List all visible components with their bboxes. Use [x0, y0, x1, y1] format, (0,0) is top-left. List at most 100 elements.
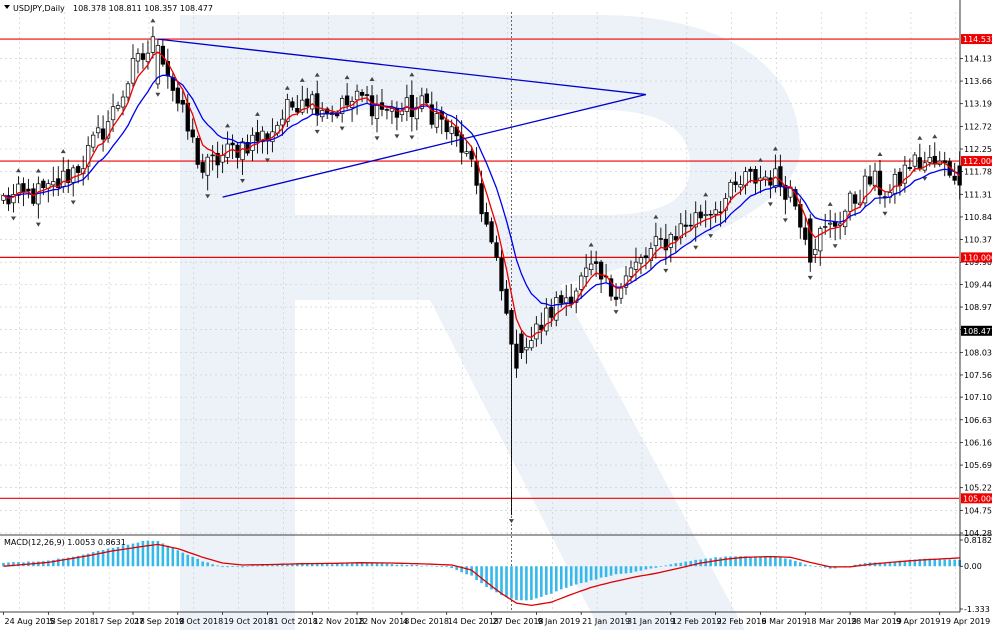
candle-body — [205, 156, 210, 176]
fractal-down — [832, 244, 838, 249]
macd-bar — [893, 562, 897, 567]
date-tick-label: 27 Dec 2018 — [493, 617, 544, 626]
fractal-up — [653, 214, 659, 219]
candle-body — [833, 221, 838, 227]
date-tick-label: 14 Dec 2018 — [448, 617, 499, 626]
macd-bar — [56, 558, 60, 567]
macd-bar — [206, 562, 209, 567]
candle-body — [613, 296, 619, 300]
macd-bar — [669, 564, 673, 567]
macd-bar — [71, 556, 75, 567]
candle-body — [86, 145, 91, 167]
candle-body — [529, 340, 534, 349]
candle-body — [195, 138, 200, 165]
macd-bar — [883, 562, 887, 567]
candle-body — [598, 261, 604, 280]
price-tick-label: 112.720 — [964, 122, 992, 131]
candle-body — [668, 234, 673, 248]
candle-body — [66, 169, 71, 183]
macd-bar — [569, 566, 573, 586]
macd-bar — [435, 566, 439, 567]
candle-body — [618, 287, 624, 299]
candle-body — [1, 195, 6, 201]
candle-body — [110, 106, 116, 121]
macd-bar — [66, 557, 70, 567]
macd-bar — [719, 557, 722, 567]
candle-body — [813, 248, 818, 255]
macd-bar — [644, 566, 648, 570]
date-tick-label: 12 Feb 2019 — [672, 617, 722, 626]
candle-body — [71, 167, 76, 183]
candle-body — [135, 53, 141, 62]
candle-body — [648, 248, 654, 261]
candle-body — [593, 261, 599, 264]
macd-bar — [310, 563, 314, 567]
candle-body — [862, 175, 868, 204]
candle-body — [56, 178, 61, 189]
level-price-tag — [961, 156, 992, 167]
macd-bar — [52, 559, 55, 567]
date-tick-label: 19 Apr 2019 — [941, 617, 990, 626]
candle-body — [95, 127, 101, 134]
macd-bar — [375, 563, 379, 567]
macd-bar — [774, 556, 777, 567]
macd-bar — [325, 563, 329, 567]
fractal-up — [409, 72, 415, 77]
macd-bar — [754, 556, 757, 567]
macd-bar — [81, 554, 85, 567]
price-tick-label: 108.030 — [964, 348, 992, 357]
candle-body — [917, 157, 922, 170]
fractal-down — [693, 245, 699, 250]
candle-body — [534, 323, 539, 340]
macd-bar — [276, 564, 279, 567]
macd-bar — [540, 566, 543, 597]
macd-bar — [231, 566, 234, 567]
macd-bar — [928, 558, 932, 567]
triangle-upper-edge — [157, 38, 646, 96]
triangle-lower-edge — [222, 93, 647, 198]
fractal-down — [409, 135, 415, 140]
macd-bar — [126, 544, 130, 567]
level-price-text: 110.000 — [963, 253, 992, 262]
fractal-down — [264, 158, 270, 163]
fractal-up — [917, 135, 923, 140]
macd-bar — [61, 558, 65, 567]
macd-bar — [664, 565, 668, 567]
level-price-text: 105.000 — [963, 494, 992, 503]
macd-bar — [709, 558, 712, 567]
macd-bar — [923, 558, 927, 567]
macd-bar — [281, 563, 284, 567]
macd-bar — [141, 540, 145, 567]
candle-body — [230, 142, 235, 146]
candle-body — [818, 228, 823, 252]
candle-body — [658, 238, 664, 240]
fractal-up — [344, 75, 350, 80]
macd-bar — [385, 563, 389, 567]
fractal-up — [877, 151, 883, 156]
price-tick-label: 104.280 — [964, 529, 992, 538]
macd-bar — [908, 559, 912, 567]
price-tick-label: 110.840 — [964, 213, 992, 222]
macd-bar — [803, 564, 807, 567]
date-tick-label: 24 Aug 2018 — [5, 617, 56, 626]
price-tick-label: 109.440 — [964, 280, 992, 289]
axis-labels: 114.130 113.660 113.190 112.720 112.250 111.7… — [3, 5, 992, 626]
date-tick-label: 5 Sep 2018 — [49, 617, 95, 626]
candle-body — [738, 184, 743, 188]
macd-bar — [251, 565, 254, 567]
macd-bar — [7, 562, 10, 567]
candle-body — [584, 267, 589, 277]
macd-bar — [420, 565, 424, 567]
macd-bar — [400, 564, 404, 567]
macd-bar — [535, 566, 538, 599]
header-dropdown-icon — [4, 5, 10, 9]
candle-body — [115, 105, 121, 109]
macd-bar — [320, 563, 324, 567]
fractal-down — [508, 519, 514, 524]
candle-body — [145, 52, 151, 63]
macd-bar — [933, 558, 937, 567]
macd-bar — [236, 566, 239, 567]
fractal-down — [70, 200, 76, 205]
fractal-arrows — [10, 18, 938, 524]
